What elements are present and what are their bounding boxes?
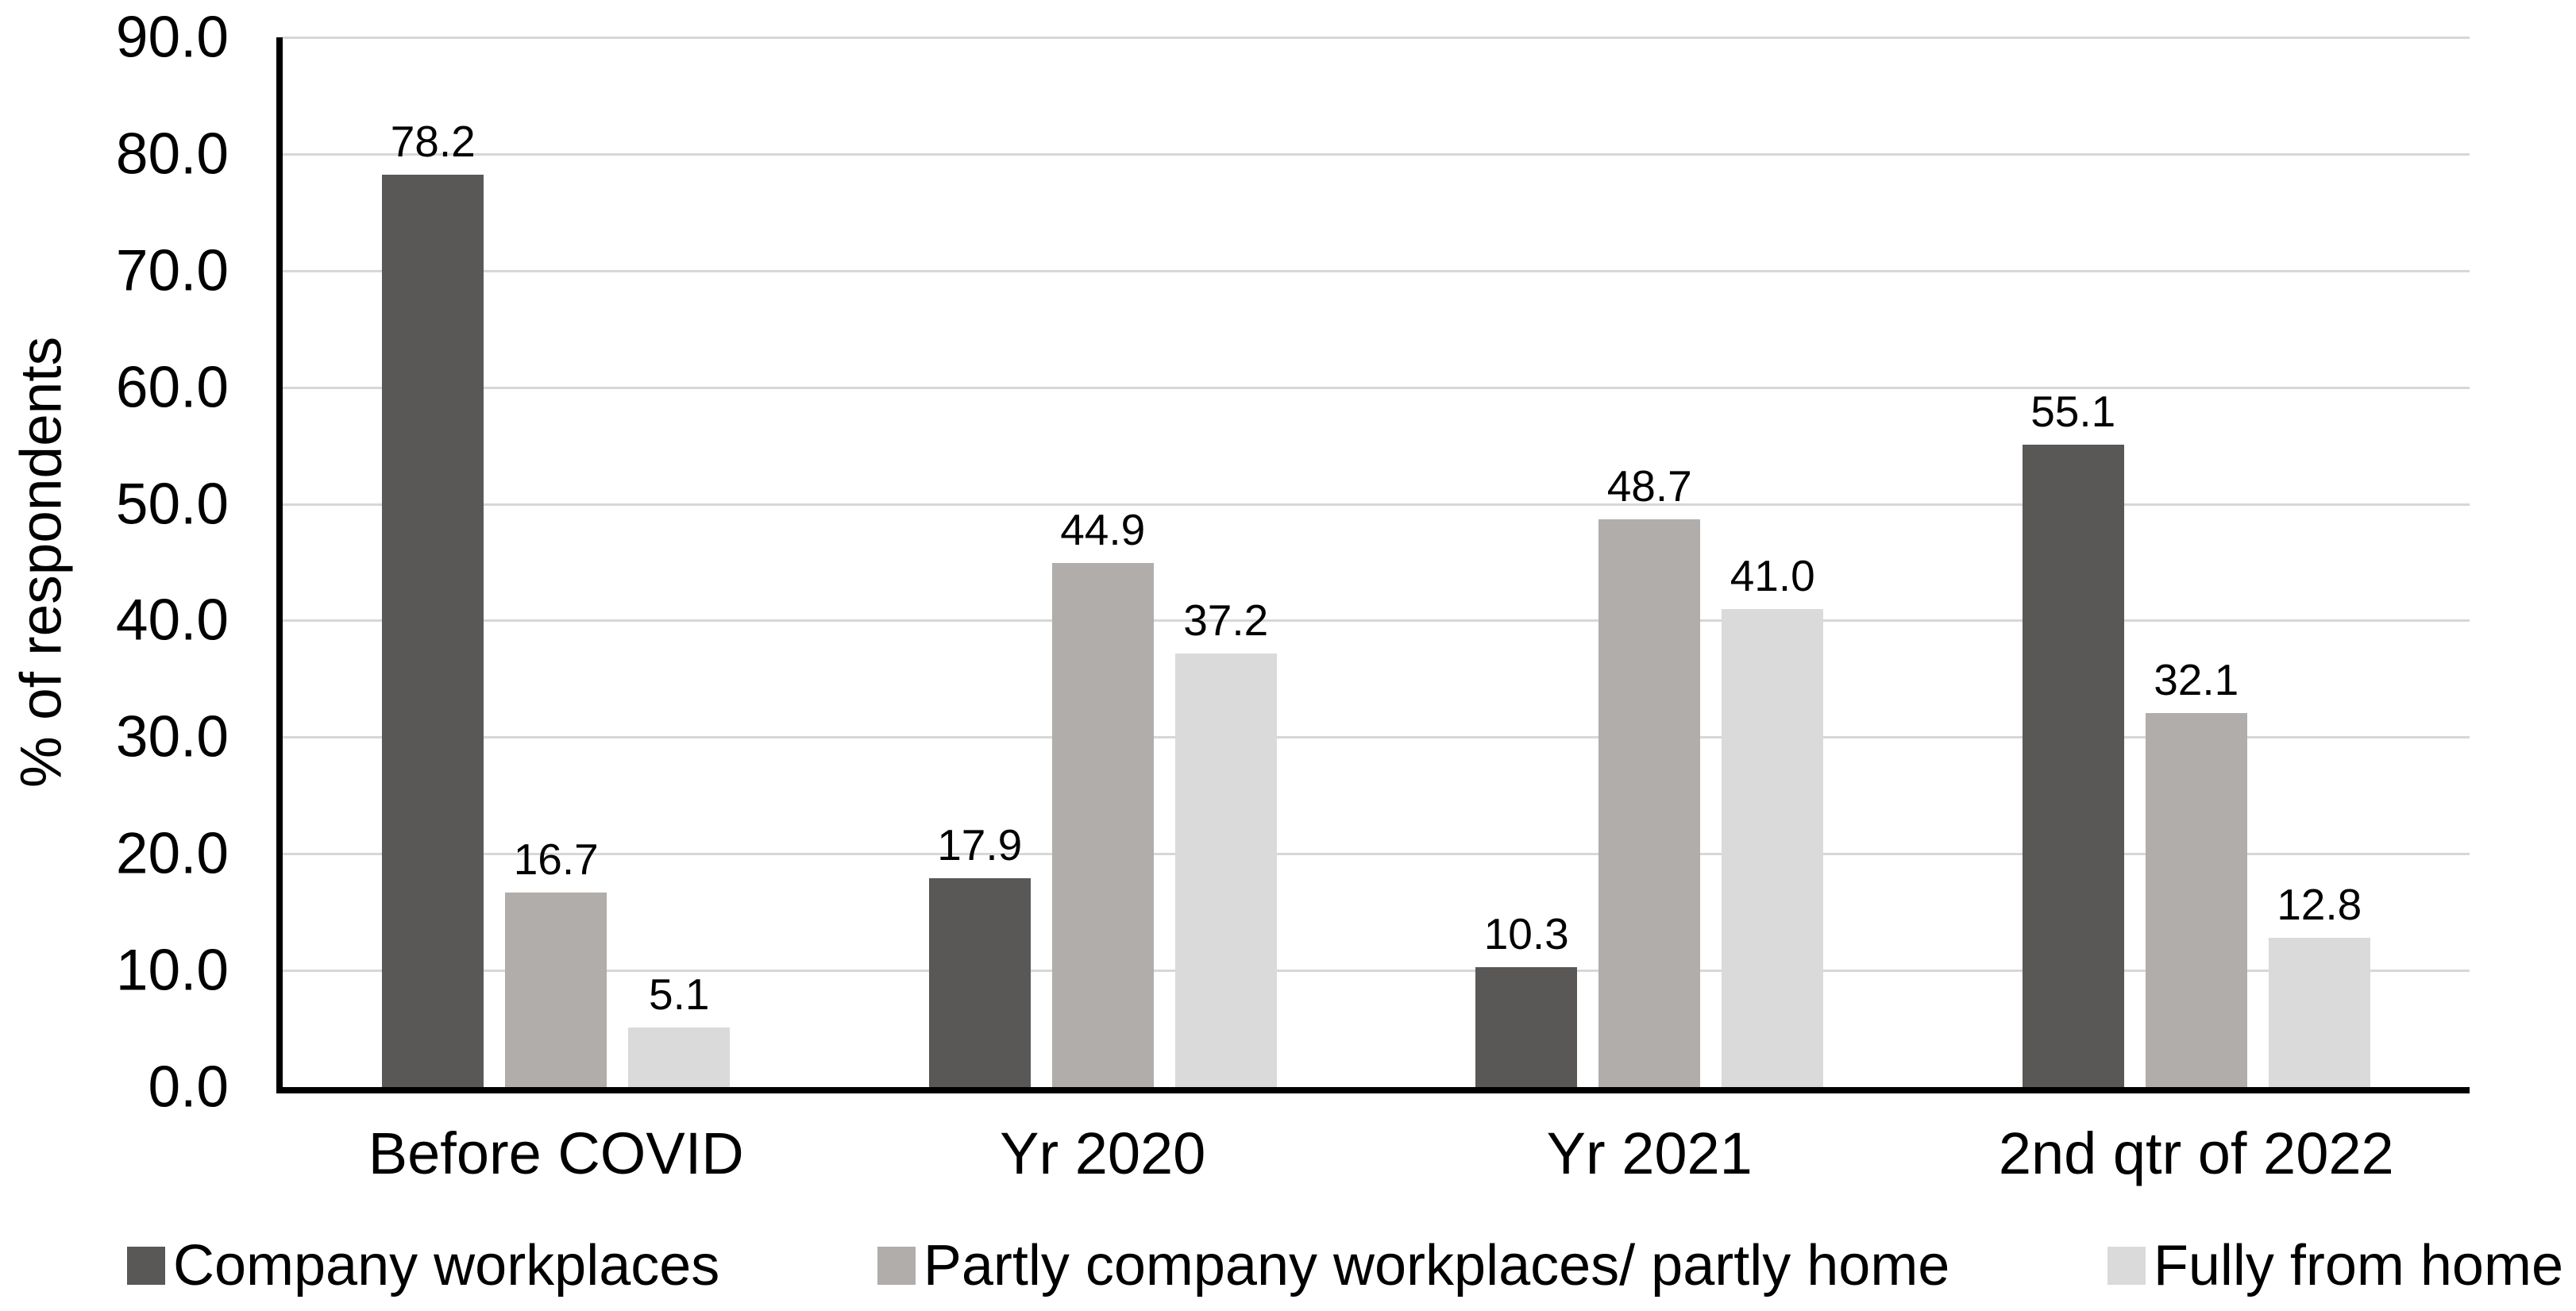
legend-swatch bbox=[127, 1247, 165, 1285]
bar-value-label: 5.1 bbox=[649, 970, 710, 1020]
y-tick-label: 80.0 bbox=[115, 121, 229, 187]
bar bbox=[2145, 712, 2247, 1087]
gridline bbox=[283, 37, 2470, 39]
bar-with-label: 78.2 bbox=[382, 37, 484, 1087]
bar-with-label: 48.7 bbox=[1598, 37, 1701, 1087]
legend-item: Company workplaces bbox=[127, 1237, 719, 1294]
legend-swatch bbox=[2107, 1247, 2146, 1285]
y-tick-label: 90.0 bbox=[115, 5, 229, 70]
x-category-label: Before COVID bbox=[368, 1120, 744, 1186]
bar-with-label: 16.7 bbox=[505, 37, 607, 1087]
x-axis-category-labels: Before COVID Yr 2020 Yr 2021 2nd qtr of 202… bbox=[283, 1121, 2470, 1186]
bar bbox=[1051, 563, 1154, 1087]
bar-with-label: 44.9 bbox=[1051, 37, 1154, 1087]
legend-label: Company workplaces bbox=[173, 1234, 720, 1298]
y-tick-label: 50.0 bbox=[115, 472, 229, 537]
bar bbox=[505, 892, 607, 1087]
bar-value-label: 55.1 bbox=[2030, 386, 2116, 436]
bar bbox=[2268, 937, 2370, 1087]
bar-value-label: 41.0 bbox=[1730, 550, 1815, 600]
bar bbox=[1475, 966, 1578, 1087]
legend-label: Fully from home bbox=[2153, 1234, 2563, 1298]
bar-value-label: 12.8 bbox=[2277, 879, 2362, 929]
y-tick-label: 30.0 bbox=[115, 704, 229, 769]
bar-value-label: 44.9 bbox=[1060, 505, 1146, 555]
gridline bbox=[283, 619, 2470, 623]
gridline bbox=[283, 152, 2470, 156]
bar-value-label: 48.7 bbox=[1606, 461, 1692, 511]
y-tick-label: 20.0 bbox=[115, 821, 229, 886]
bar-with-label: 55.1 bbox=[2022, 37, 2124, 1087]
bar-with-label: 10.3 bbox=[1475, 37, 1578, 1087]
bar bbox=[928, 878, 1031, 1087]
bar-with-label: 41.0 bbox=[1722, 37, 1824, 1087]
legend-swatch bbox=[877, 1247, 916, 1285]
y-tick-label: 60.0 bbox=[115, 355, 229, 420]
x-category-label: Yr 2021 bbox=[1546, 1120, 1753, 1186]
bar-value-label: 37.2 bbox=[1183, 595, 1269, 645]
category-group: 55.1 32.1 12.8 bbox=[1923, 37, 2470, 1087]
y-tick-label: 0.0 bbox=[148, 1055, 229, 1120]
legend-label: Partly company workplaces/ partly home bbox=[923, 1234, 1950, 1298]
bar bbox=[628, 1028, 731, 1087]
legend: Company workplaces Partly company workpla… bbox=[127, 1232, 2563, 1299]
gridline bbox=[283, 853, 2470, 856]
y-tick-label: 10.0 bbox=[115, 938, 229, 1003]
plot-area: 78.2 16.7 5.1 17.9 44.9 37.2 10.3 48.7 41.0 55.1 3… bbox=[276, 37, 2470, 1093]
bar-value-label: 10.3 bbox=[1483, 908, 1569, 958]
bar-with-label: 5.1 bbox=[628, 37, 731, 1087]
bar-value-label: 16.7 bbox=[513, 834, 599, 884]
bar bbox=[2022, 444, 2124, 1087]
gridline bbox=[283, 269, 2470, 272]
gridline bbox=[283, 503, 2470, 506]
y-tick-label: 70.0 bbox=[115, 238, 229, 303]
gridline bbox=[283, 386, 2470, 389]
bar-value-label: 17.9 bbox=[937, 820, 1023, 870]
bar-value-label: 78.2 bbox=[390, 117, 476, 167]
category-group: 78.2 16.7 5.1 bbox=[283, 37, 830, 1087]
bar-with-label: 17.9 bbox=[928, 37, 1031, 1087]
legend-item: Fully from home bbox=[2107, 1237, 2563, 1294]
y-tick-label: 40.0 bbox=[115, 588, 229, 653]
x-category-label: Yr 2020 bbox=[1000, 1120, 1206, 1186]
legend-item: Partly company workplaces/ partly home bbox=[877, 1234, 1950, 1298]
bar-with-label: 37.2 bbox=[1174, 37, 1277, 1087]
category-group: 17.9 44.9 37.2 bbox=[830, 37, 1377, 1087]
bars-container: 78.2 16.7 5.1 17.9 44.9 37.2 10.3 48.7 41.0 55.1 3… bbox=[283, 37, 2470, 1087]
bar-with-label: 32.1 bbox=[2145, 37, 2247, 1087]
bar-with-label: 12.8 bbox=[2268, 37, 2370, 1087]
bar bbox=[1598, 519, 1701, 1087]
bar-value-label: 32.1 bbox=[2154, 654, 2239, 704]
gridline bbox=[283, 736, 2470, 739]
gridline bbox=[283, 970, 2470, 973]
bar bbox=[1722, 608, 1824, 1087]
category-group: 10.3 48.7 41.0 bbox=[1376, 37, 1923, 1087]
bar bbox=[1174, 653, 1277, 1087]
x-category-label: 2nd qtr of 2022 bbox=[1998, 1120, 2394, 1186]
bar bbox=[382, 175, 484, 1087]
